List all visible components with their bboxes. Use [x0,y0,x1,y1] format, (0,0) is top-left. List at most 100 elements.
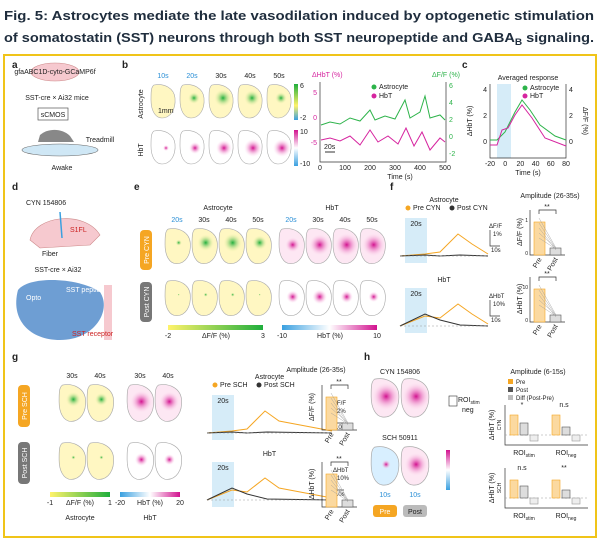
tick-label: 10 [300,129,308,136]
tick-label: 1 [108,500,112,507]
scale-label: ΔF/F [489,224,502,230]
pair-line [538,294,557,318]
time-label: 10s [379,492,391,499]
activity-blob [65,391,82,408]
colorbar [282,325,377,330]
activity-blob [402,382,430,411]
row-label: Post CYN [144,287,151,318]
tick-label: 20 [176,500,184,507]
scale-label: 10s [491,318,501,324]
axis-label: Time (s) [387,174,412,181]
bar [509,414,519,436]
tick-label: 0 [525,251,528,257]
mouse [38,129,74,142]
panel-label: e [134,182,140,193]
activity-blob [381,459,391,469]
legend-label: Post [516,388,528,394]
scale-label: 1% [493,232,502,238]
bar [551,479,561,499]
x-label-sub: stim [526,453,535,459]
text: sCMOS [41,112,66,119]
text: Opto [26,295,41,302]
scale-label: ΔHbT [489,294,505,300]
x-label: Pre [324,508,336,521]
brain-image [154,442,183,480]
sig-bracket [538,209,557,214]
text: CYN 154806 [380,369,420,376]
x-label: Pre [532,323,544,336]
scale-label: 10s [335,492,345,498]
pair-line [330,479,349,503]
colorbar [294,84,298,120]
activity-blob [188,92,200,104]
group-label: Astrocyte [65,515,94,522]
legend-marker [508,395,513,400]
brain-image [266,84,292,119]
legend-label: Astrocyte [530,85,559,92]
panel-label: h [364,352,370,363]
text: CYN 154806 [26,200,66,207]
brain-image [400,378,430,418]
axis-label: ΔHbT (%) [309,469,316,500]
activity-blob [273,139,291,157]
axis-label: Time (s) [515,170,540,177]
colorbar-label: ΔF/F (%) [66,500,94,507]
brain-image [370,446,400,486]
trace [320,126,446,151]
x-label-sub: neg [568,453,577,459]
tick-label: -20 [485,161,495,168]
time-label: 40s [162,373,174,380]
brain-image [278,228,305,265]
panel-label: f [390,182,394,193]
brain-outline [218,280,245,317]
pair-line [538,232,557,249]
tick-label: -2 [449,151,455,158]
row-tag [140,230,152,270]
activity-blob [214,89,232,107]
activity-blob [197,234,215,252]
head-sketch [29,218,101,249]
text: SST receptor [72,331,114,338]
row-label: Post SCH [22,448,29,479]
colorbar [446,450,450,490]
activity-blob [286,290,299,304]
x-label-sub: neg [568,516,577,522]
tick-label: -10 [277,333,287,340]
stim-label: 20s [410,221,422,228]
x-label: Post [547,256,560,272]
legend-label: Diff (Post-Pre) [516,396,554,402]
panel-title: Amplitude (26-35s) [520,193,579,200]
pair-line [538,227,557,251]
activity-blob [134,453,148,467]
stim-shade [497,84,511,158]
axis-label: SCH [497,482,503,493]
activity-blob [163,145,169,151]
panel-label: g [12,352,18,363]
brain-image [278,280,305,317]
text: Awake [52,165,73,172]
x-label: Post [339,431,352,447]
x-label: Pre [324,431,336,444]
tick-label: 300 [389,165,401,172]
significance: ** [544,204,550,211]
tick-label: -1 [47,500,53,507]
colorbar-label: ΔF/F (%) [202,333,230,340]
significance: n.s [559,402,569,409]
activity-blob [99,455,104,460]
row-tag [18,385,30,427]
activity-blob [372,382,400,411]
brain-image [400,446,430,486]
scale-label: 10s [335,425,345,431]
time-label: 30s [66,373,78,380]
brain-image [191,280,218,317]
bar [571,497,581,505]
group-label: Astrocyte [203,205,232,212]
legend-marker [371,84,377,90]
tick-label: -5 [311,140,317,147]
bar [561,426,571,436]
tick-label: 500 [439,165,451,172]
tick-label: 2 [449,117,453,124]
scale-bar [489,300,500,317]
tick-label: 20 [517,161,525,168]
activity-blob [404,452,428,476]
